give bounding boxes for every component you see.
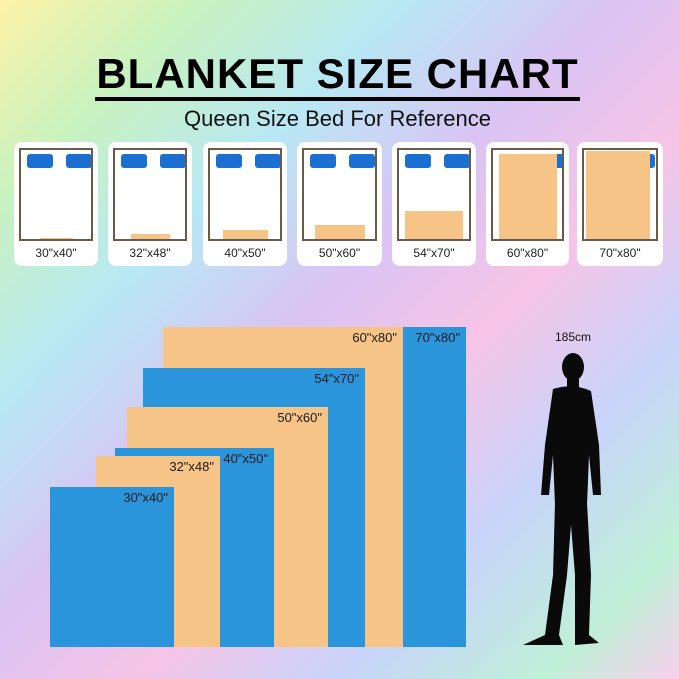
bed-card: 60"x80" (486, 142, 569, 266)
blanket (314, 225, 365, 239)
blanket-size-label: 60"x80" (352, 330, 397, 345)
bed-size-label: 40"x50" (224, 246, 266, 260)
bed-outline (582, 148, 658, 241)
bed-card: 40"x50" (203, 142, 287, 266)
bed-card: 30"x40" (14, 142, 98, 266)
pillow-icon (444, 154, 469, 168)
bed-size-label: 70"x80" (599, 246, 641, 260)
pillow-icon (66, 154, 91, 168)
blanket (222, 230, 268, 239)
pillow-icon (405, 154, 431, 168)
bed-outline (19, 148, 93, 241)
pillow-icon (27, 154, 53, 168)
bed-outline (113, 148, 187, 241)
blanket-size-label: 50"x60" (277, 410, 322, 425)
bed-card: 32"x48" (108, 142, 192, 266)
blanket-size-label: 32"x48" (169, 459, 214, 474)
bed-size-label: 30"x40" (35, 246, 77, 260)
blanket-size-label: 40"x50" (223, 451, 268, 466)
pillow-icon (160, 154, 185, 168)
subtitle: Queen Size Bed For Reference (184, 106, 491, 131)
blanket-size-rect: 30"x40" (50, 487, 174, 647)
blanket (405, 211, 463, 239)
blanket-size-label: 70"x80" (415, 330, 460, 345)
bed-card: 70"x80" (577, 142, 663, 266)
bed-size-label: 32"x48" (129, 246, 171, 260)
bed-card: 50"x60" (297, 142, 382, 266)
pillow-icon (216, 154, 242, 168)
blanket-size-rect: 70"x80" (403, 327, 466, 647)
blanket (586, 151, 650, 239)
blanket (130, 234, 170, 239)
bed-size-label: 50"x60" (318, 246, 361, 260)
bed-card: 54"x70" (392, 142, 476, 266)
blanket-size-label: 54"x70" (314, 371, 359, 386)
person-height-label: 185cm (555, 330, 592, 344)
bed-outline (397, 148, 471, 241)
blanket (39, 238, 73, 239)
bed-size-label: 54"x70" (413, 246, 455, 260)
bed-outline (491, 148, 564, 241)
man-silhouette-icon (523, 353, 601, 645)
bed-outline (208, 148, 282, 241)
blanket-size-label: 30"x40" (123, 490, 168, 505)
bed-size-label: 60"x80" (506, 246, 549, 260)
page-title: BLANKET SIZE CHART (96, 50, 579, 97)
blanket (499, 154, 557, 239)
title-underline (95, 97, 580, 101)
pillow-icon (310, 154, 336, 168)
bed-outline (302, 148, 377, 241)
pillow-icon (255, 154, 280, 168)
pillow-icon (349, 154, 375, 168)
pillow-icon (121, 154, 147, 168)
